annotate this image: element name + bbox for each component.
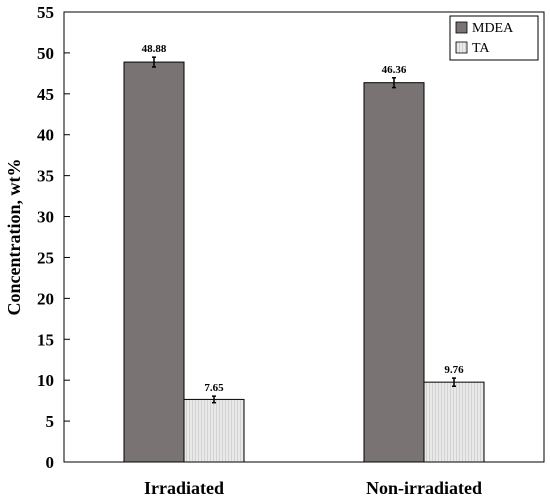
y-tick-label: 50 — [37, 44, 54, 63]
legend-swatch-ta — [455, 41, 468, 54]
y-tick-label: 20 — [37, 289, 54, 308]
bar-mdea — [123, 61, 185, 463]
y-tick-label: 30 — [37, 208, 54, 227]
x-category-label: Non-irradiated — [366, 478, 482, 498]
y-tick-label: 55 — [37, 3, 54, 22]
x-axis: Irradiated Non-irradiated — [144, 478, 482, 498]
y-tick-label: 5 — [46, 412, 55, 431]
y-tick-label: 25 — [37, 248, 54, 267]
legend-label-ta: TA — [472, 41, 490, 56]
y-tick-label: 10 — [37, 371, 54, 390]
y-tick-label: 35 — [37, 167, 54, 186]
x-category-label: Irradiated — [144, 478, 224, 498]
data-label-mdea: 48.88 — [142, 43, 167, 55]
legend-swatch-mdea — [455, 21, 468, 34]
y-tick-label: 0 — [46, 453, 55, 472]
data-label-ta: 7.65 — [204, 382, 224, 394]
bar-series: 48.88 7.65 46.36 9.76 — [123, 43, 485, 463]
legend-label-mdea: MDEA — [472, 21, 514, 36]
y-tick-label: 15 — [37, 330, 54, 349]
bar-ta — [423, 381, 485, 463]
data-label-ta: 9.76 — [444, 364, 464, 376]
y-axis: 0 5 10 15 20 25 30 35 40 45 50 55 — [37, 3, 70, 472]
y-tick-label: 45 — [37, 85, 54, 104]
y-tick-label: 40 — [37, 126, 54, 145]
y-axis-label: Concentration, wt% — [4, 159, 24, 316]
bar-ta — [183, 398, 245, 463]
legend: MDEA TA — [449, 15, 539, 61]
data-label-mdea: 46.36 — [382, 64, 407, 76]
bar-mdea — [363, 82, 425, 463]
